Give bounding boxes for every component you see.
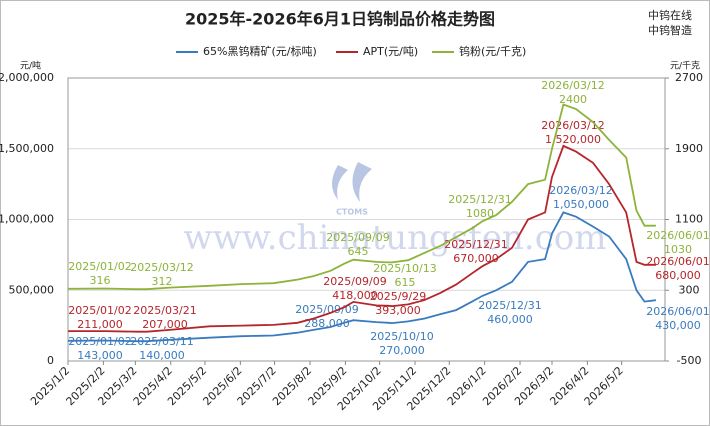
annotation-value: 1,050,000 xyxy=(553,198,609,211)
annotation-date: 2025/12/31 xyxy=(448,193,511,206)
y-tick-label: 500,000 xyxy=(9,283,55,296)
annotation-value: 418,000 xyxy=(332,289,378,302)
annotation-value: 460,000 xyxy=(487,313,533,326)
annotation-date: 2026/03/12 xyxy=(541,79,604,92)
annotation-value: 288,000 xyxy=(304,317,350,330)
legend-label: APT(元/吨) xyxy=(363,45,418,58)
series-line xyxy=(67,211,657,343)
y2-tick-label: 1900 xyxy=(675,142,703,155)
y-tick-label: 2,000,000 xyxy=(0,71,54,84)
y2-axis-label: 元/千克 xyxy=(670,61,700,72)
annotation-value: 211,000 xyxy=(77,318,123,331)
annotation-date: 2025/9/29 xyxy=(370,290,426,303)
y-tick-label: 1,000,000 xyxy=(0,213,54,226)
legend-label: 65%黑钨精矿(元/标吨) xyxy=(203,44,317,58)
annotation-date: 2026/06/01 xyxy=(646,255,709,268)
annotation-value: 2400 xyxy=(559,93,587,106)
y2-tick-label: 300 xyxy=(679,283,700,296)
annotation-date: 2026/06/01 xyxy=(646,229,709,242)
brand: 中钨在线 xyxy=(648,8,692,22)
y2-tick-label: -500 xyxy=(677,354,702,367)
annotation-date: 2025/01/02 xyxy=(68,304,131,317)
annotation-date: 2025/09/09 xyxy=(326,231,389,244)
annotation-value: 615 xyxy=(395,276,416,289)
series-line xyxy=(67,103,656,291)
annotation-date: 2025/09/09 xyxy=(323,275,386,288)
annotation-date: 2026/06/01 xyxy=(646,305,709,318)
annotation-date: 2025/10/10 xyxy=(370,330,433,343)
annotation-date: 2025/10/13 xyxy=(373,262,436,275)
annotation-value: 1080 xyxy=(466,207,494,220)
annotation-value: 680,000 xyxy=(655,269,701,282)
annotation-date: 2025/01/02 xyxy=(68,335,131,348)
annotation-value: 207,000 xyxy=(142,318,188,331)
annotation-date: 2025/03/21 xyxy=(133,304,196,317)
annotation-value: 430,000 xyxy=(655,319,701,332)
y-tick-label: 1,500,000 xyxy=(0,142,54,155)
series-line xyxy=(68,144,656,333)
plot-area xyxy=(67,77,666,362)
logo-text: CTOMS xyxy=(336,208,368,217)
annotation-value: 316 xyxy=(90,274,111,287)
annotation-date: 2025/03/11 xyxy=(130,335,193,348)
legend-label: 钨粉(元/千克) xyxy=(459,45,526,58)
annotation-value: 670,000 xyxy=(453,252,499,265)
logo: CTOMS xyxy=(332,162,372,217)
annotation-date: 2025/12/31 xyxy=(478,299,541,312)
annotation-date: 2025/03/12 xyxy=(130,261,193,274)
annotation-date: 2025/01/02 xyxy=(68,260,131,273)
y-tick-label: 0 xyxy=(47,354,54,367)
annotation-value: 143,000 xyxy=(77,349,123,362)
annotation-value: 140,000 xyxy=(139,349,185,362)
chart-title: 2025年-2026年6月1日钨制品价格走势图 xyxy=(185,10,495,29)
annotation-value: 312 xyxy=(152,275,173,288)
annotation-date: 2026/03/12 xyxy=(549,184,612,197)
watermark: www.chinatungsten.com xyxy=(184,218,607,258)
annotation-date: 2025/12/31 xyxy=(444,238,507,251)
annotation-value: 1030 xyxy=(664,243,692,256)
annotation-value: 270,000 xyxy=(379,344,425,357)
y2-tick-label: 1100 xyxy=(675,213,703,226)
brand: 中钨智造 xyxy=(648,23,692,37)
annotation-value: 645 xyxy=(348,245,369,258)
annotation-value: 1,520,000 xyxy=(545,133,601,146)
annotation-value: 393,000 xyxy=(375,304,421,317)
y-axis-label: 元/吨 xyxy=(20,60,41,72)
annotation-date: 2025/09/09 xyxy=(295,303,358,316)
y2-tick-label: 2700 xyxy=(675,71,703,84)
